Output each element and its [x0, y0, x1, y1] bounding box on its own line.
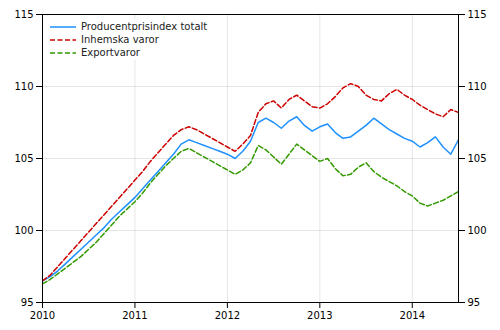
svg-text:105: 105: [14, 153, 33, 164]
svg-text:100: 100: [468, 225, 487, 236]
html-text:Inhemska varor: Inhemska varor: [81, 34, 159, 45]
svg-text:2012: 2012: [215, 310, 240, 321]
svg-text:100: 100: [14, 225, 33, 236]
svg-text:2013: 2013: [307, 310, 332, 321]
svg-text:110: 110: [468, 81, 487, 92]
svg-text:115: 115: [14, 9, 33, 20]
svg-text:110: 110: [14, 81, 33, 92]
svg-text:105: 105: [468, 153, 487, 164]
svg-text:2014: 2014: [400, 310, 425, 321]
svg-text:2010: 2010: [30, 310, 55, 321]
svg-text:95: 95: [468, 297, 481, 308]
svg-text:115: 115: [468, 9, 487, 20]
svg-text:95: 95: [21, 297, 34, 308]
html-text:Producentprisindex totalt: Producentprisindex totalt: [81, 21, 208, 32]
html-text:Exportvaror: Exportvaror: [81, 47, 140, 58]
svg-text:2011: 2011: [122, 310, 147, 321]
